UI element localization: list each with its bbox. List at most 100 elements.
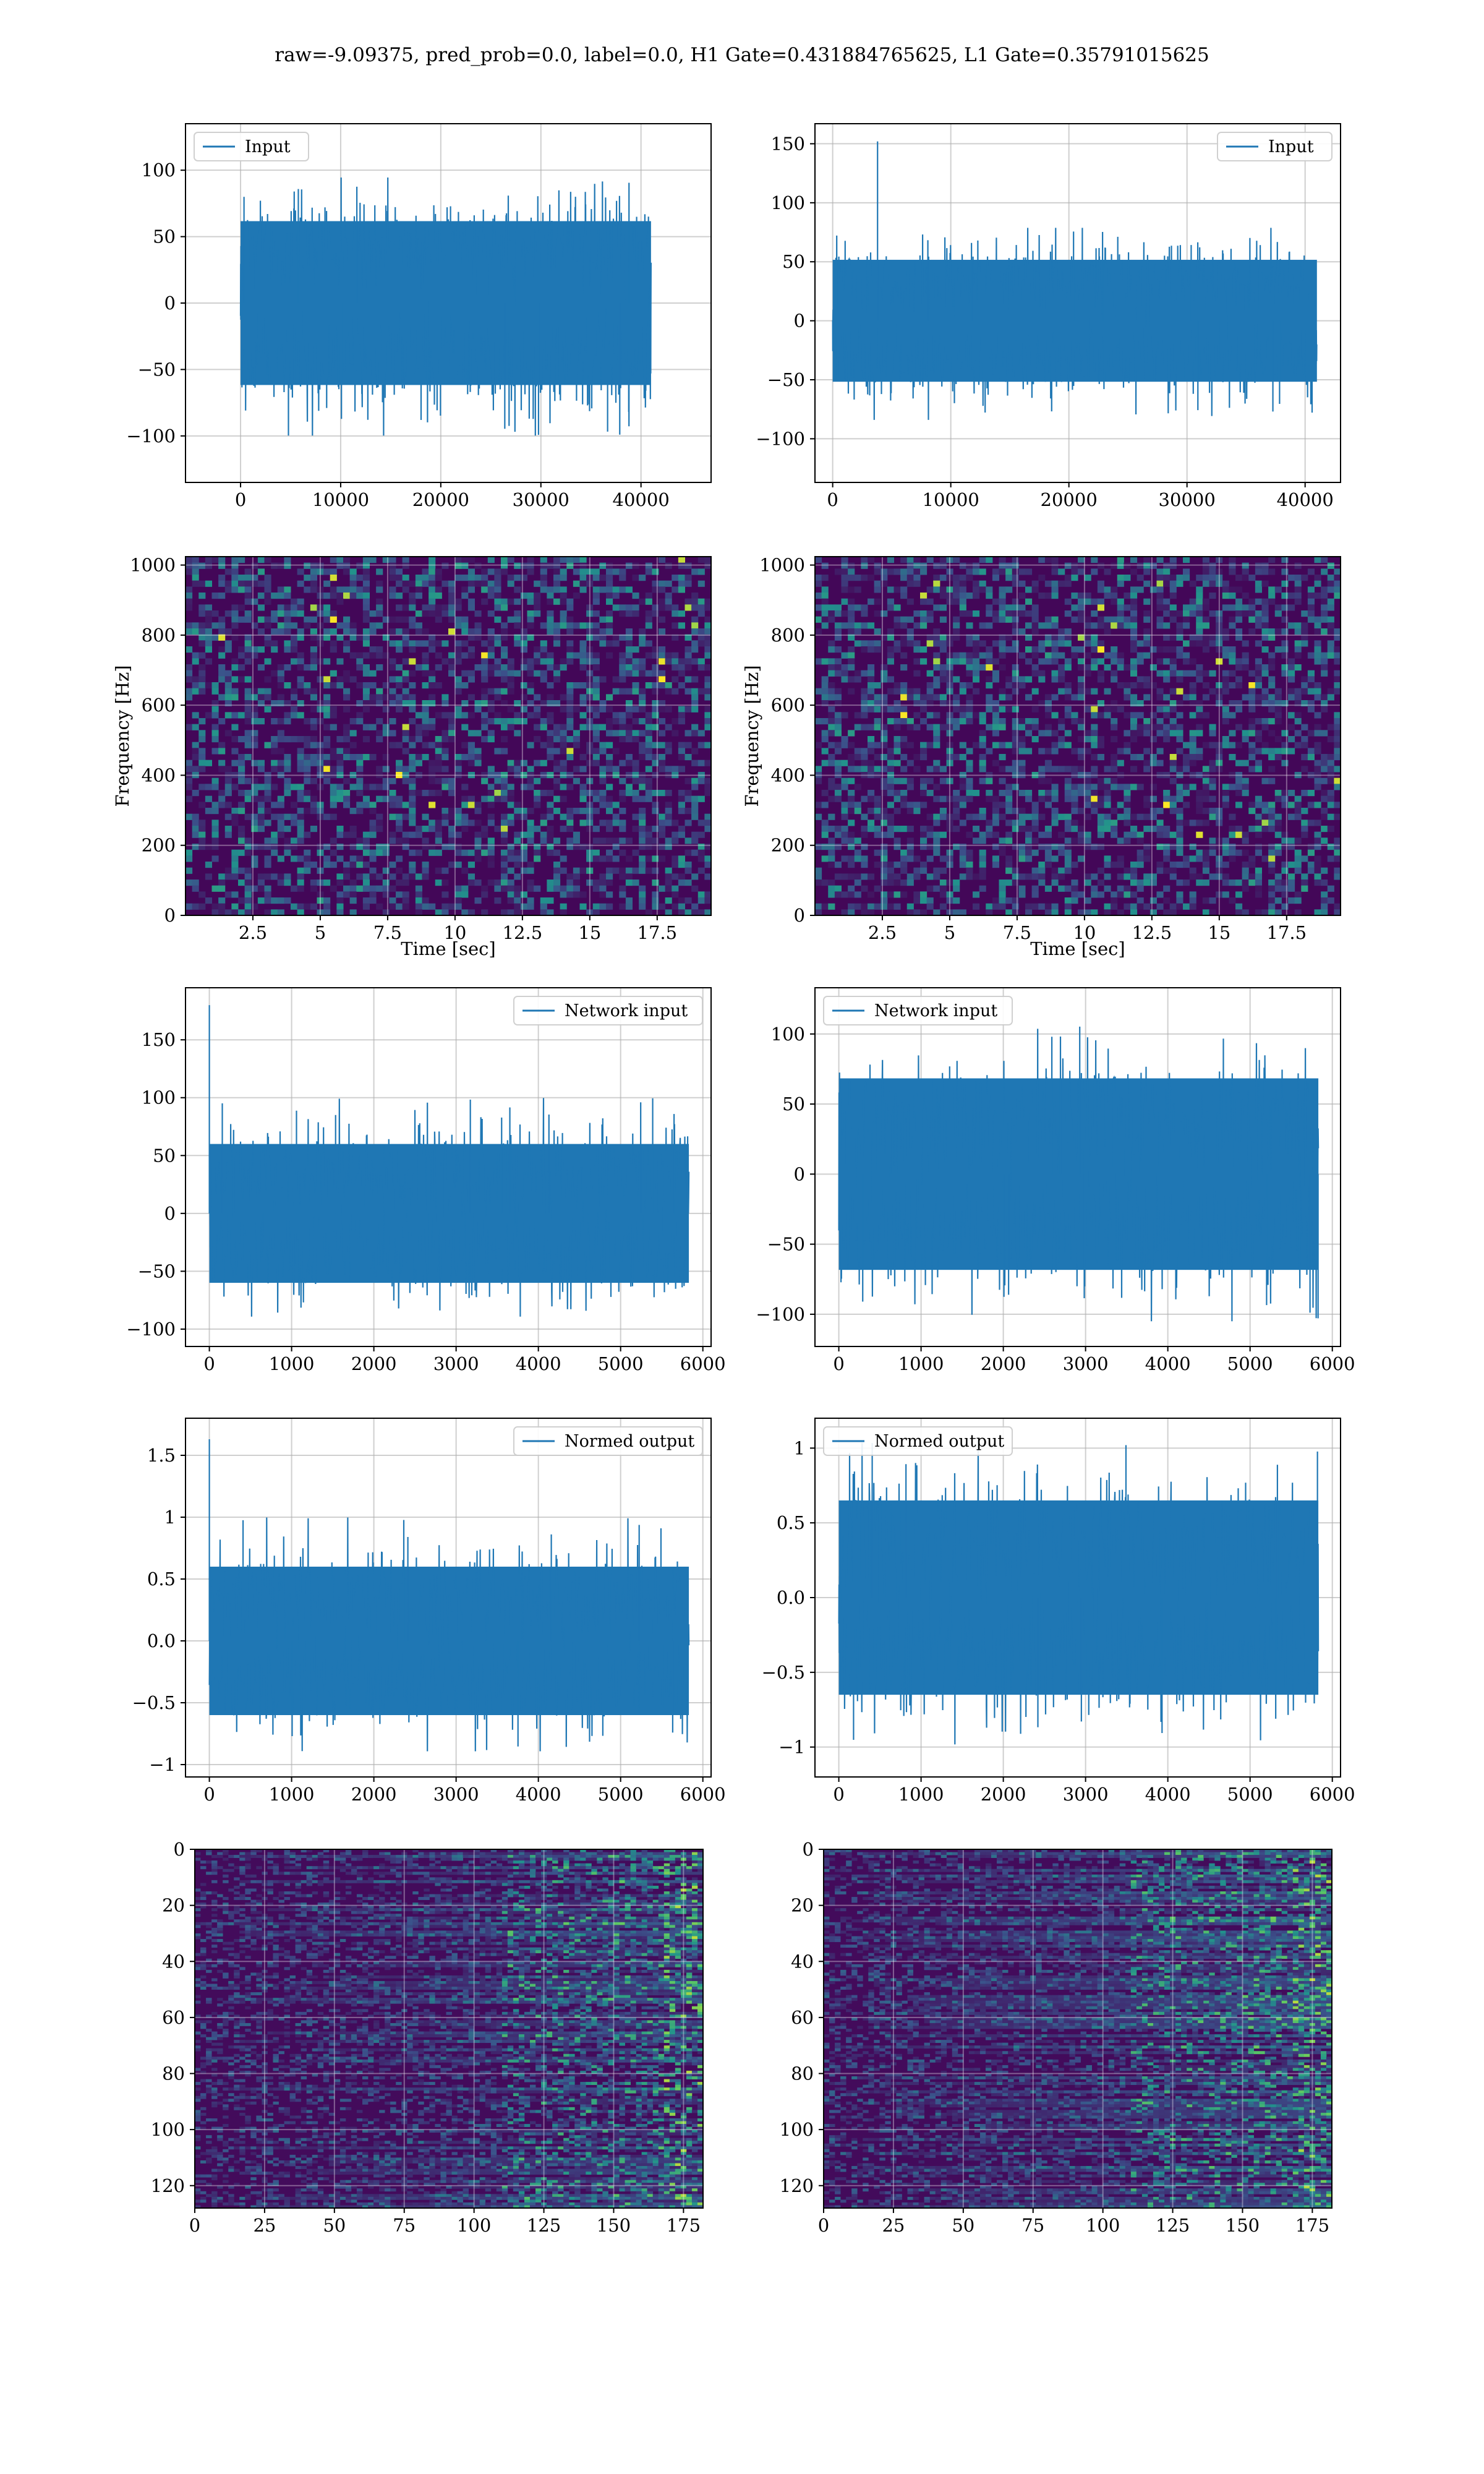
heatmap-cell [1104,886,1111,892]
heatmap-cell [481,599,488,605]
heatmap-cell [1052,640,1059,646]
heatmap-cell [1085,664,1091,670]
heatmap-cell [1032,653,1039,659]
heatmap-cell [245,897,252,904]
heatmap-cell [1262,820,1269,826]
heatmap-cell [652,897,659,904]
heatmap-cell [455,754,462,760]
heatmap-cell [960,593,966,599]
heatmap-cell [1052,617,1059,623]
heatmap-cell [894,688,901,695]
heatmap-cell [1268,676,1275,682]
heatmap-cell [409,802,416,808]
heatmap-cell [1071,784,1078,790]
heatmap-cell [1183,784,1190,790]
heatmap-cell [999,790,1006,796]
heatmap-cell [685,658,692,664]
heatmap-cell [363,664,370,670]
heatmap-cell [396,766,403,772]
heatmap-cell [198,820,205,826]
heatmap-cell [455,658,462,664]
heatmap-cell [494,586,501,593]
heatmap-cell [271,646,278,653]
heatmap-cell [881,742,887,748]
heatmap-cell [475,844,482,850]
heatmap-cell [1012,640,1019,646]
heatmap-cell [330,886,337,892]
heatmap-cell [1176,880,1183,886]
heatmap-cell [1130,568,1137,575]
heatmap-cell [1196,712,1203,718]
heatmap-cell [448,862,455,868]
legend: Input [194,132,309,161]
heatmap-cell [1235,891,1242,897]
heatmap-cell [186,586,192,593]
heatmap-cell [1117,610,1124,617]
heatmap-cell [284,873,291,880]
heatmap-cell [842,778,848,784]
heatmap-cell [1190,904,1196,910]
heatmap-cell [1222,706,1229,713]
heatmap-cell [370,724,377,730]
heatmap-cell [494,568,501,575]
heatmap-cell [1045,862,1052,868]
heatmap-cell [553,563,560,569]
heatmap-cell [475,808,482,814]
heatmap-cell [1005,784,1012,790]
heatmap-cell [422,658,429,664]
heatmap-cell [310,568,317,575]
heatmap-cell [633,814,639,820]
heatmap-cell [1196,796,1203,802]
heatmap-cell [1288,790,1295,796]
heatmap-cell [284,766,291,772]
heatmap-cell [258,784,265,790]
heatmap-cell [356,784,363,790]
heatmap-cell [1301,676,1308,682]
heatmap-cell [501,563,508,569]
heatmap-cell [881,730,887,736]
heatmap-cell [192,886,199,892]
heatmap-cell [350,754,357,760]
heatmap-cell [979,814,986,820]
heatmap-cell [488,568,495,575]
heatmap-cell [1262,718,1269,724]
heatmap-cell [619,760,626,766]
heatmap-cell [828,784,835,790]
heatmap-cell [508,676,514,682]
heatmap-cell [501,676,508,682]
heatmap-cell [323,724,330,730]
heatmap-cell [678,563,685,569]
heatmap-cell [855,754,861,760]
heatmap-cell [508,670,514,677]
heatmap-cell [1163,712,1170,718]
heatmap-cell [330,610,337,617]
heatmap-cell [1268,706,1275,713]
heatmap-cell [376,820,383,826]
heatmap-cell [265,855,271,862]
heatmap-cell [1308,862,1315,868]
heatmap-cell [1334,802,1341,808]
heatmap-cell [887,826,894,832]
heatmap-cell [868,873,874,880]
heatmap-cell [547,742,553,748]
heatmap-cell [639,575,646,581]
heatmap-cell [1321,730,1328,736]
heatmap-cell [1328,694,1334,700]
heatmap-cell [1321,628,1328,635]
heatmap-cell [599,640,606,646]
heatmap-cell [940,575,947,581]
heatmap-cell [960,706,966,713]
heatmap-cell [205,784,212,790]
heatmap-cell [435,604,442,610]
heatmap-cell [245,778,252,784]
heatmap-cell [1203,790,1209,796]
heatmap-cell [468,880,475,886]
heatmap-cell [265,886,271,892]
heatmap-cell [639,658,646,664]
heatmap-cell [212,682,219,688]
heatmap-cell [501,820,508,826]
heatmap-cell [1229,658,1235,664]
heatmap-cell [297,760,304,766]
heatmap-cell [1124,796,1130,802]
heatmap-cell [613,688,620,695]
